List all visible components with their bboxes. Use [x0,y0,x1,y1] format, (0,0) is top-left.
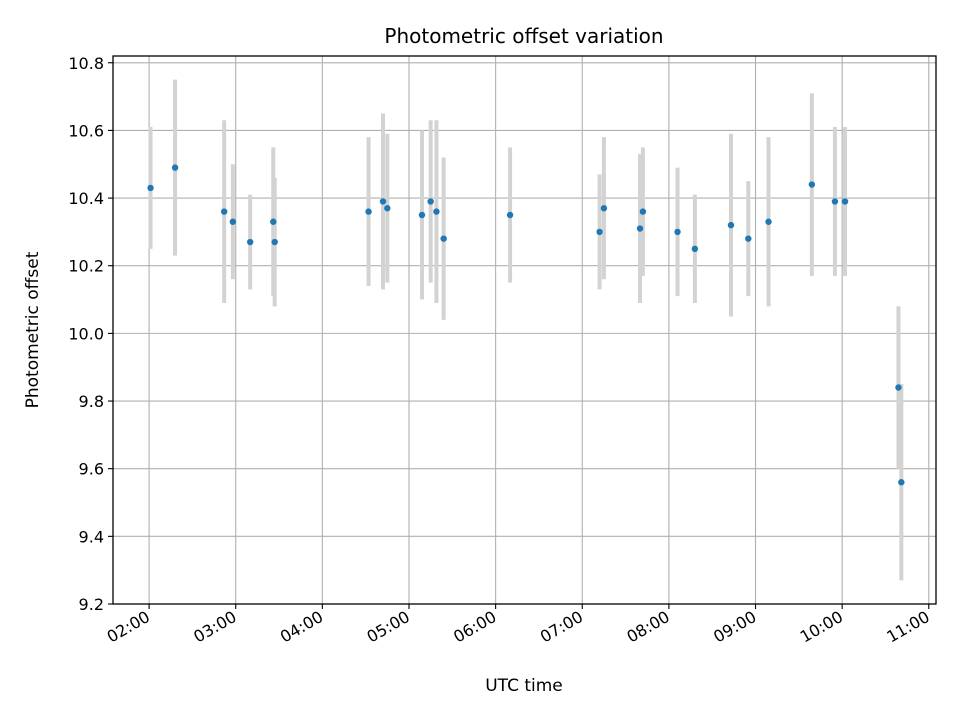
data-point [636,225,644,232]
data-point [246,238,254,246]
data-point [440,235,447,242]
data-point [506,211,514,219]
plot-frame [112,55,937,605]
data-point [433,208,440,215]
data-point [727,221,735,229]
data-point [674,228,681,236]
y-axis-label: Photometric offset [23,251,43,408]
y-tick-label: 10.0 [68,324,104,343]
data-point [418,211,426,219]
y-tick-label: 10.4 [68,189,104,208]
y-tick-label: 9.2 [79,595,104,614]
y-tick-label: 9.8 [79,392,104,411]
x-axis-label: UTC time [485,676,563,696]
data-point [600,205,608,212]
y-tick-label: 10.8 [68,54,104,73]
data-point [639,208,647,215]
data-point [691,245,699,253]
data-point [808,181,816,188]
data-point [596,228,603,236]
data-point [379,198,387,205]
data-point [765,218,772,225]
data-point [365,208,372,215]
data-point [147,184,154,192]
y-tick-label: 10.6 [68,121,104,140]
data-point [229,218,237,225]
data-points [147,164,905,486]
y-tick-label: 9.6 [79,460,104,479]
data-point [220,208,228,215]
data-point [427,198,434,205]
y-tick-label: 9.4 [79,527,104,546]
y-axis: 9.2 9.4 9.6 9.8 10.0 10.2 10.4 10.6 10.8 [68,54,113,614]
data-point [271,238,278,246]
data-point [898,479,905,486]
y-tick-label: 10.2 [68,257,104,276]
data-point [270,218,277,225]
data-point [895,384,902,391]
data-point [171,164,179,171]
data-point [841,198,849,205]
chart-title: Photometric offset variation [384,24,663,48]
data-point [745,235,752,242]
data-point [384,205,391,212]
data-point [831,198,839,205]
